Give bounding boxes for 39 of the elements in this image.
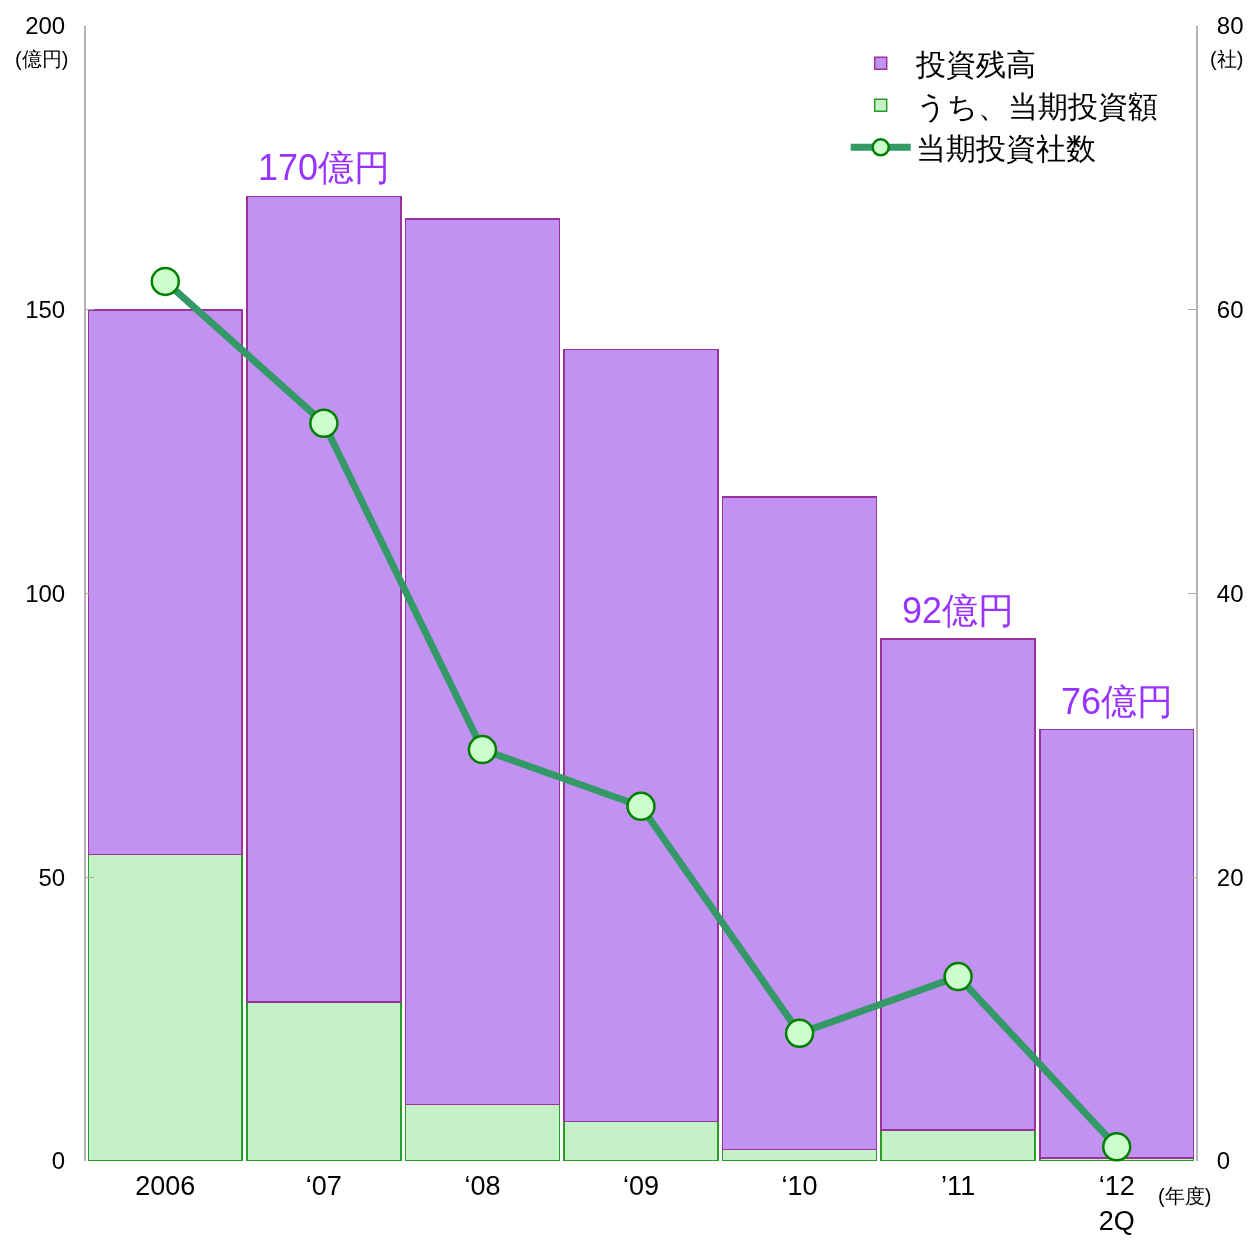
legend-label: 当期投資社数 bbox=[915, 132, 1096, 166]
total-label: 76億円 bbox=[1061, 681, 1174, 722]
y-axis-title: (億円) bbox=[15, 48, 69, 70]
x-tick-label: ‘08 bbox=[464, 1171, 501, 1201]
bar bbox=[880, 1129, 1036, 1161]
bar bbox=[1039, 728, 1195, 1159]
bar bbox=[404, 218, 561, 1105]
bar bbox=[87, 853, 243, 1161]
y-tick-label: 50 bbox=[38, 863, 66, 891]
y2-tick-label: 80 bbox=[1216, 12, 1244, 40]
y2-tick-label: 40 bbox=[1216, 579, 1244, 607]
total-label: 92億円 bbox=[902, 590, 1015, 631]
y-tick-label: 200 bbox=[25, 12, 66, 40]
y-tick-label: 150 bbox=[25, 296, 66, 324]
bar bbox=[563, 1120, 719, 1161]
bar bbox=[246, 1001, 402, 1161]
x-tick-label: ‘10 bbox=[781, 1171, 818, 1201]
x-tick-label: ‘07 bbox=[305, 1171, 342, 1201]
x-tick-label: 2006 bbox=[135, 1171, 196, 1201]
y2-tick-label: 60 bbox=[1216, 296, 1244, 324]
bar bbox=[246, 195, 402, 1003]
x-tick-label: ’11 bbox=[941, 1171, 976, 1201]
y-tick-label: 100 bbox=[25, 579, 66, 607]
bar bbox=[721, 496, 878, 1151]
bar bbox=[87, 309, 243, 856]
total-label: 170億円 bbox=[258, 147, 391, 188]
bar bbox=[563, 348, 719, 1123]
y-tick-label: 0 bbox=[51, 1147, 66, 1175]
x-tick-label: ‘09 bbox=[622, 1171, 660, 1201]
x-tick-label: ‘12 2Q bbox=[1098, 1171, 1135, 1237]
bar bbox=[404, 1103, 561, 1161]
y2-tick-label: 0 bbox=[1216, 1147, 1231, 1175]
y2-axis-title: (社) bbox=[1210, 48, 1244, 70]
bar bbox=[721, 1148, 878, 1161]
bar bbox=[880, 638, 1036, 1131]
y2-tick-label: 20 bbox=[1216, 863, 1244, 891]
legend-label: 投資残高 bbox=[914, 48, 1036, 82]
x-axis-title: (年度) bbox=[1158, 1185, 1212, 1207]
legend-label: うち、当期投資額 bbox=[915, 90, 1158, 124]
